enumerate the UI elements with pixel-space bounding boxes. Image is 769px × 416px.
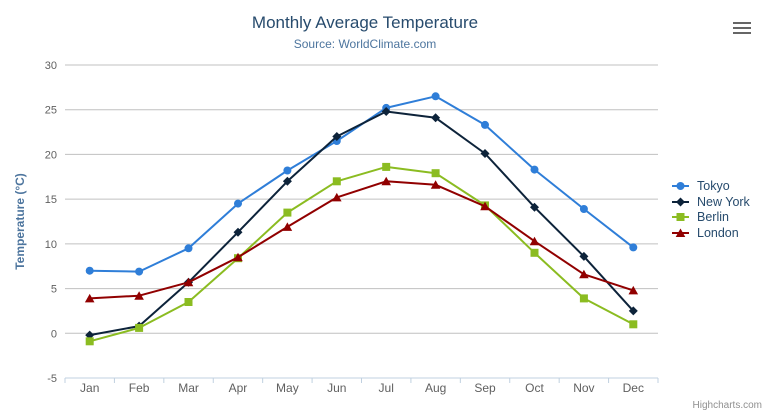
legend-label: Tokyo xyxy=(697,178,730,193)
export-menu-button[interactable] xyxy=(728,17,756,39)
series-new-york[interactable] xyxy=(85,107,638,340)
x-axis-labels: Jan Feb Mar Apr May Jun Jul Aug Sep Oct Nov Dec xyxy=(80,381,644,395)
legend-label: Berlin xyxy=(697,210,729,225)
chart-title: Monthly Average Temperature xyxy=(251,13,479,32)
svg-text:Jan: Jan xyxy=(80,381,99,395)
svg-text:Sep: Sep xyxy=(474,381,496,395)
svg-text:5: 5 xyxy=(51,284,57,296)
svg-text:Oct: Oct xyxy=(525,381,544,395)
legend-square-icon xyxy=(672,213,689,222)
svg-text:0: 0 xyxy=(51,328,57,340)
chart-subtitle: Source: WorldClimate.com xyxy=(293,37,437,51)
legend-diamond-icon xyxy=(672,197,689,207)
svg-text:10: 10 xyxy=(45,239,57,251)
credits-link[interactable]: Highcharts.com xyxy=(692,400,762,411)
gridlines xyxy=(65,64,658,334)
svg-text:Jun: Jun xyxy=(327,381,346,395)
svg-text:Jul: Jul xyxy=(379,381,394,395)
legend-label: New York xyxy=(697,194,750,209)
y-axis-title: Temperature (°C) xyxy=(13,173,27,270)
svg-text:Apr: Apr xyxy=(229,381,248,395)
svg-text:Nov: Nov xyxy=(573,381,594,395)
hamburger-icon xyxy=(733,21,751,35)
svg-text:15: 15 xyxy=(45,194,57,206)
series-london[interactable] xyxy=(84,176,639,303)
legend-item-london[interactable]: London xyxy=(672,225,750,241)
svg-text:25: 25 xyxy=(45,105,57,117)
legend-triangle-icon xyxy=(672,228,689,237)
svg-text:Dec: Dec xyxy=(623,381,644,395)
legend-circle-icon xyxy=(672,181,689,190)
svg-text:Feb: Feb xyxy=(129,381,150,395)
svg-text:-5: -5 xyxy=(47,373,57,385)
svg-text:20: 20 xyxy=(45,149,57,161)
svg-text:30: 30 xyxy=(45,60,57,72)
svg-text:Mar: Mar xyxy=(178,381,199,395)
y-axis-labels: -5 0 5 10 15 20 25 30 xyxy=(45,60,57,385)
svg-text:Aug: Aug xyxy=(425,381,446,395)
legend-label: London xyxy=(697,225,739,240)
legend-item-tokyo[interactable]: Tokyo xyxy=(672,178,750,194)
x-axis-ticks xyxy=(64,378,659,383)
svg-text:May: May xyxy=(276,381,299,395)
legend: Tokyo New York Berlin London xyxy=(672,178,750,241)
series-tokyo[interactable] xyxy=(85,92,638,276)
legend-item-new-york[interactable]: New York xyxy=(672,194,750,210)
legend-item-berlin[interactable]: Berlin xyxy=(672,209,750,225)
